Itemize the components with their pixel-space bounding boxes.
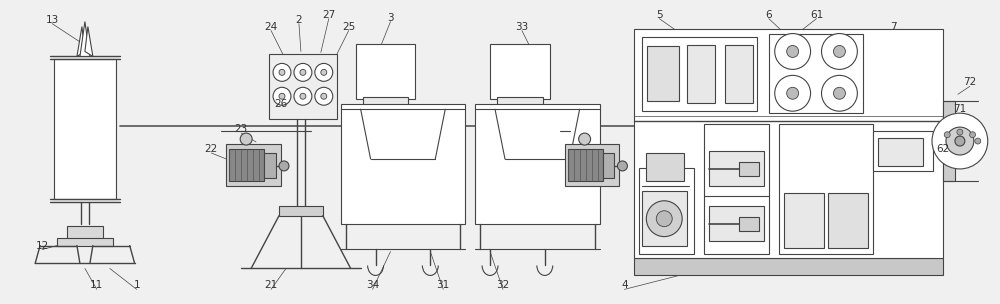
Bar [642, 36, 757, 111]
Circle shape [970, 132, 976, 138]
Circle shape [294, 87, 312, 105]
Bar [54, 59, 116, 199]
Circle shape [787, 87, 799, 99]
Bar [67, 226, 103, 240]
Text: 25: 25 [342, 22, 355, 32]
Circle shape [656, 211, 672, 227]
Polygon shape [85, 26, 93, 57]
Bar [363, 97, 408, 109]
Text: 4: 4 [621, 280, 628, 290]
Circle shape [822, 33, 857, 69]
Bar [475, 104, 600, 224]
Text: 22: 22 [205, 144, 218, 154]
Bar [878, 138, 923, 166]
Circle shape [579, 133, 591, 145]
Circle shape [240, 133, 252, 145]
Text: 13: 13 [45, 15, 59, 25]
Text: 23: 23 [235, 124, 248, 134]
Bar [687, 46, 715, 103]
Circle shape [787, 46, 799, 57]
Polygon shape [77, 26, 85, 57]
Circle shape [315, 87, 333, 105]
Bar [634, 257, 943, 275]
Circle shape [279, 93, 285, 99]
Text: 34: 34 [366, 280, 379, 290]
Bar [356, 44, 415, 99]
Bar [57, 238, 113, 246]
Circle shape [315, 64, 333, 81]
Bar [490, 44, 550, 99]
Bar [639, 168, 694, 254]
Text: 61: 61 [810, 10, 823, 20]
Text: 6: 6 [765, 10, 772, 20]
Bar [647, 47, 679, 101]
Circle shape [279, 69, 285, 75]
Circle shape [775, 75, 811, 111]
Text: 27: 27 [322, 10, 335, 20]
Circle shape [300, 93, 306, 99]
Bar [264, 153, 276, 178]
Bar [779, 124, 873, 254]
Bar [873, 131, 933, 171]
Bar [269, 54, 337, 119]
Circle shape [975, 138, 981, 144]
Bar [642, 191, 687, 246]
Circle shape [946, 127, 974, 155]
Bar [943, 101, 955, 181]
Text: 72: 72 [963, 77, 976, 87]
Circle shape [279, 161, 289, 171]
Circle shape [321, 93, 327, 99]
Bar [739, 217, 759, 231]
Bar [739, 162, 759, 176]
Bar [709, 151, 764, 186]
Bar [341, 104, 465, 224]
Circle shape [646, 201, 682, 237]
Bar [646, 153, 684, 181]
Bar [497, 97, 543, 109]
Bar [784, 193, 824, 247]
Circle shape [822, 75, 857, 111]
Circle shape [944, 132, 950, 138]
Bar [603, 153, 614, 178]
Text: 1: 1 [133, 280, 140, 290]
Text: 32: 32 [496, 280, 510, 290]
Polygon shape [80, 22, 90, 57]
Circle shape [321, 69, 327, 75]
Circle shape [833, 46, 845, 57]
Bar [565, 144, 619, 186]
Circle shape [833, 87, 845, 99]
Circle shape [617, 161, 627, 171]
Bar [568, 149, 603, 181]
Text: 33: 33 [515, 22, 529, 32]
Circle shape [775, 33, 811, 69]
Bar [828, 193, 868, 247]
Circle shape [957, 129, 963, 135]
Text: 7: 7 [890, 22, 897, 32]
Bar [279, 206, 323, 216]
Bar [704, 124, 769, 254]
Bar [709, 206, 764, 240]
Bar [634, 29, 943, 257]
Text: 5: 5 [656, 10, 663, 20]
Text: 21: 21 [264, 280, 278, 290]
Bar [725, 46, 753, 103]
Circle shape [955, 136, 965, 146]
Circle shape [294, 64, 312, 81]
Bar [769, 33, 863, 113]
Text: 3: 3 [387, 13, 394, 22]
Circle shape [273, 64, 291, 81]
Bar [229, 149, 264, 181]
Text: 26: 26 [274, 99, 288, 109]
Circle shape [932, 113, 988, 169]
Text: 71: 71 [953, 104, 967, 114]
Text: 12: 12 [35, 240, 49, 250]
Text: 11: 11 [90, 280, 103, 290]
Circle shape [300, 69, 306, 75]
Text: 62: 62 [936, 144, 950, 154]
Text: 31: 31 [437, 280, 450, 290]
Circle shape [273, 87, 291, 105]
Text: 2: 2 [296, 15, 302, 25]
Bar [226, 144, 281, 186]
Text: 24: 24 [264, 22, 278, 32]
